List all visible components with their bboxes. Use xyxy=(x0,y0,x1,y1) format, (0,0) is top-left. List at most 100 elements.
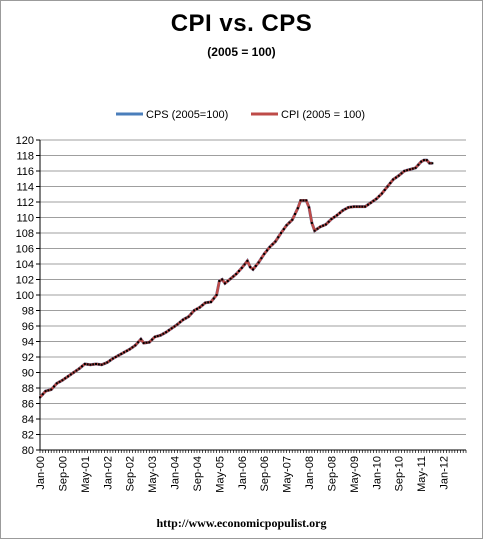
data-point-marker xyxy=(75,369,78,372)
data-point-marker xyxy=(355,205,358,208)
x-tick-label: Sep-02 xyxy=(125,456,137,491)
data-point-marker xyxy=(285,224,288,227)
data-point-marker xyxy=(411,167,414,170)
data-point-marker xyxy=(425,159,428,162)
data-point-marker xyxy=(291,218,294,221)
data-point-marker xyxy=(310,221,313,224)
legend-label-cpi: CPI (2005 = 100) xyxy=(281,109,365,121)
y-tick-label: 82 xyxy=(22,430,34,442)
data-point-marker xyxy=(280,232,283,234)
data-point-marker xyxy=(417,163,420,166)
data-point-marker xyxy=(406,169,409,172)
y-tick-label: 86 xyxy=(22,399,34,411)
data-point-marker xyxy=(64,377,67,380)
data-point-marker xyxy=(97,363,100,366)
x-tick-label: Sep-06 xyxy=(259,456,271,491)
data-point-marker xyxy=(400,172,403,175)
data-point-marker xyxy=(198,306,201,309)
data-point-marker xyxy=(369,201,372,204)
x-tick-label: Jan-12 xyxy=(439,456,451,490)
y-tick-label: 98 xyxy=(22,306,34,318)
data-point-marker xyxy=(195,307,198,310)
data-point-marker xyxy=(296,207,299,210)
data-point-marker xyxy=(254,264,257,267)
data-point-marker xyxy=(117,354,120,357)
data-point-marker xyxy=(327,220,330,223)
data-point-marker xyxy=(422,159,425,162)
y-tick-label: 112 xyxy=(16,197,34,209)
x-tick-label: Jan-00 xyxy=(35,456,47,490)
data-point-marker xyxy=(100,363,103,366)
chart-subtitle: (2005 = 100) xyxy=(207,45,276,59)
data-point-marker xyxy=(207,301,210,304)
data-point-marker xyxy=(394,176,397,179)
data-point-marker xyxy=(316,227,319,230)
series-line-cpi xyxy=(39,158,433,399)
data-point-marker xyxy=(308,206,311,209)
data-point-marker xyxy=(193,309,196,312)
data-point-marker xyxy=(114,356,117,358)
data-point-marker xyxy=(246,259,249,262)
data-point-marker xyxy=(431,162,434,165)
data-point-marker xyxy=(294,213,297,216)
data-point-marker xyxy=(268,245,271,248)
data-point-marker xyxy=(271,243,274,246)
data-point-marker xyxy=(266,249,269,252)
x-tick-label: Sep-04 xyxy=(192,456,204,491)
data-point-marker xyxy=(260,257,263,260)
data-point-marker xyxy=(274,240,277,243)
data-point-marker xyxy=(153,335,156,338)
x-tick-label: May-09 xyxy=(349,456,361,493)
data-point-marker xyxy=(201,304,204,307)
data-point-marker xyxy=(179,321,182,324)
y-tick-label: 104 xyxy=(16,259,34,271)
series-lines xyxy=(38,158,433,399)
y-tick-label: 108 xyxy=(16,228,34,240)
data-point-marker xyxy=(47,389,50,392)
x-tick-label: May-11 xyxy=(416,456,428,492)
data-point-marker xyxy=(243,263,246,266)
data-point-marker xyxy=(237,269,240,272)
data-point-marker xyxy=(249,266,252,269)
data-point-marker xyxy=(50,388,53,391)
data-point-marker xyxy=(375,197,378,200)
data-point-marker xyxy=(218,280,221,283)
data-point-marker xyxy=(159,334,162,337)
series-markers xyxy=(39,159,434,399)
data-point-marker xyxy=(232,275,235,278)
data-point-marker xyxy=(53,385,56,388)
data-point-marker xyxy=(420,160,423,163)
data-point-marker xyxy=(319,225,322,228)
data-point-marker xyxy=(386,185,389,188)
data-point-marker xyxy=(184,317,187,320)
data-point-marker xyxy=(72,371,75,374)
data-point-marker xyxy=(137,341,140,344)
data-point-marker xyxy=(134,344,137,347)
axes xyxy=(39,140,466,451)
data-point-marker xyxy=(282,228,285,231)
data-point-marker xyxy=(257,261,260,264)
data-point-marker xyxy=(151,338,154,341)
data-point-marker xyxy=(162,332,165,335)
y-tick-label: 84 xyxy=(22,414,34,426)
data-point-marker xyxy=(428,162,431,165)
data-point-marker xyxy=(383,188,386,191)
data-point-marker xyxy=(139,338,142,341)
x-tick-label: Jan-10 xyxy=(371,456,383,490)
data-point-marker xyxy=(361,205,364,208)
data-point-marker xyxy=(44,390,47,393)
y-axis-ticks: 80 82 84 86 88 90 92 94 96 98 100 102 104 106 108 110 11… xyxy=(16,135,40,457)
data-point-marker xyxy=(347,206,350,209)
data-point-marker xyxy=(41,393,44,396)
data-point-marker xyxy=(341,209,344,212)
x-tick-label: Sep-00 xyxy=(57,456,69,491)
y-tick-label: 80 xyxy=(22,445,34,457)
y-tick-label: 88 xyxy=(22,383,34,395)
data-point-marker xyxy=(226,280,229,283)
data-point-marker xyxy=(55,382,58,385)
y-tick-label: 92 xyxy=(22,352,34,364)
data-point-marker xyxy=(145,341,148,344)
data-point-marker xyxy=(123,351,126,354)
data-point-marker xyxy=(380,192,383,195)
data-point-marker xyxy=(142,342,145,345)
